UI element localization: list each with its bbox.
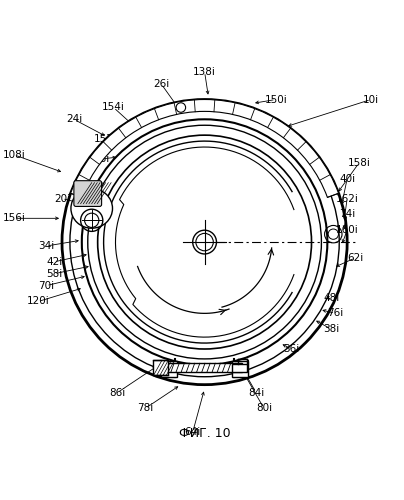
Text: 152i: 152i [94,134,117,144]
Text: 158i: 158i [347,158,370,168]
Text: 10i: 10i [363,94,379,104]
Text: 42i: 42i [46,257,62,267]
Text: 62i: 62i [347,253,363,263]
Text: 162i: 162i [336,194,359,203]
Text: 138i: 138i [193,67,216,77]
FancyBboxPatch shape [74,180,102,206]
Text: 86i: 86i [109,388,126,398]
Text: 150i: 150i [265,94,287,104]
Text: 38i: 38i [323,324,339,334]
Text: 64i: 64i [185,427,201,437]
Text: 20i: 20i [54,194,70,203]
Wedge shape [71,100,339,198]
FancyBboxPatch shape [153,360,168,375]
Text: 26i: 26i [153,78,169,88]
Text: 24i: 24i [66,114,82,124]
Text: 70i: 70i [38,280,54,290]
Text: 40i: 40i [339,174,355,184]
Ellipse shape [71,188,112,228]
Text: 84i: 84i [248,388,264,398]
Text: ФИГ. 10: ФИГ. 10 [179,427,230,440]
Text: 78i: 78i [137,404,153,413]
Text: 160i: 160i [336,225,358,235]
Text: 48i: 48i [323,292,339,302]
Text: 80i: 80i [256,404,272,413]
Text: 76i: 76i [327,308,343,318]
Text: 74i: 74i [339,210,355,220]
Text: 34i: 34i [38,241,54,251]
FancyBboxPatch shape [167,364,242,372]
FancyBboxPatch shape [231,364,247,372]
Text: 108i: 108i [3,150,26,160]
Text: 58i: 58i [46,269,62,279]
Text: 120i: 120i [27,296,50,306]
Text: 156i: 156i [3,214,26,224]
Text: 36i: 36i [284,344,300,354]
Text: 154i: 154i [102,102,125,113]
FancyBboxPatch shape [161,361,177,376]
Text: 16i: 16i [93,154,110,164]
FancyBboxPatch shape [231,361,248,376]
